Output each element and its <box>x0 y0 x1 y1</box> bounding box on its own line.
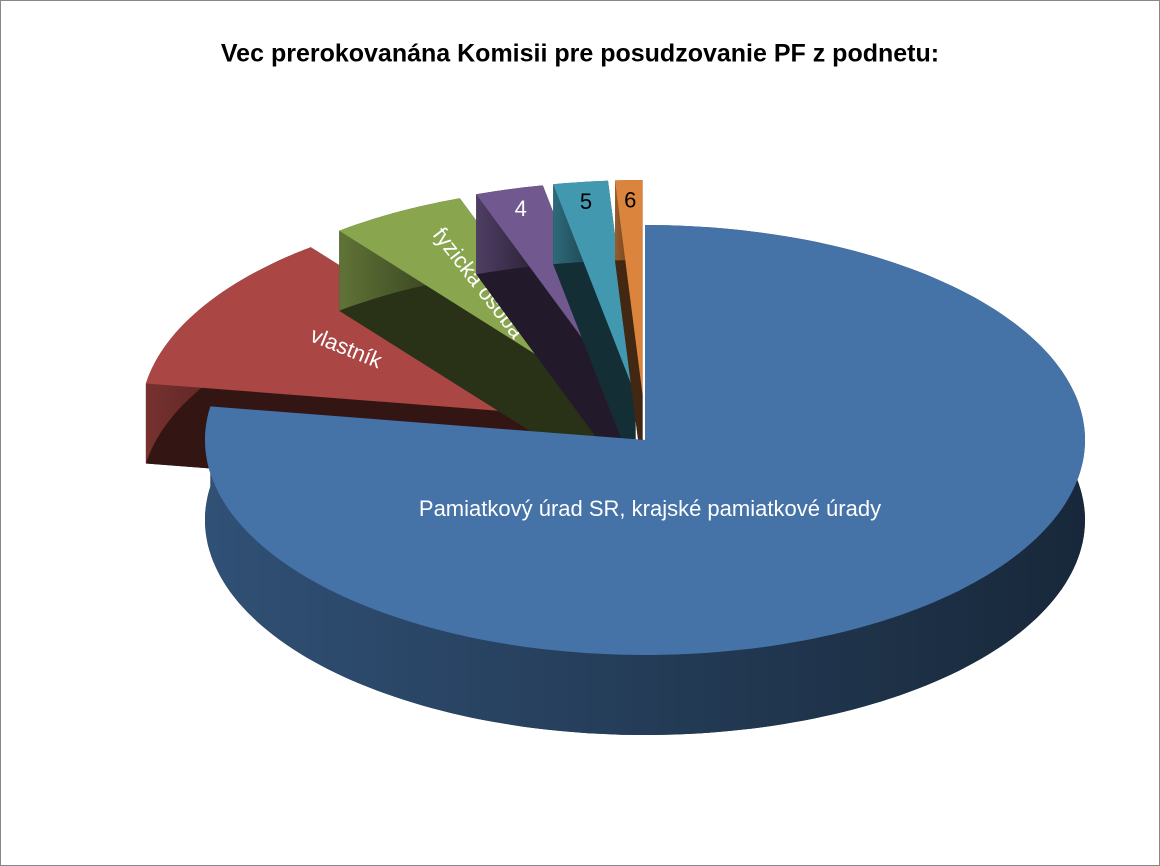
slice <box>615 180 643 395</box>
slice-label: 6 <box>624 187 636 212</box>
slice <box>553 180 636 396</box>
chart-title: Vec prerokovanána Komisii pre posudzovan… <box>221 40 939 68</box>
slice <box>205 225 1085 655</box>
slice-side <box>339 230 609 481</box>
slice-label: Pamiatkový úrad SR, krajské pamiatkové ú… <box>419 496 881 521</box>
slice-label: 5 <box>580 189 592 214</box>
slice-label: 4 <box>515 196 527 221</box>
